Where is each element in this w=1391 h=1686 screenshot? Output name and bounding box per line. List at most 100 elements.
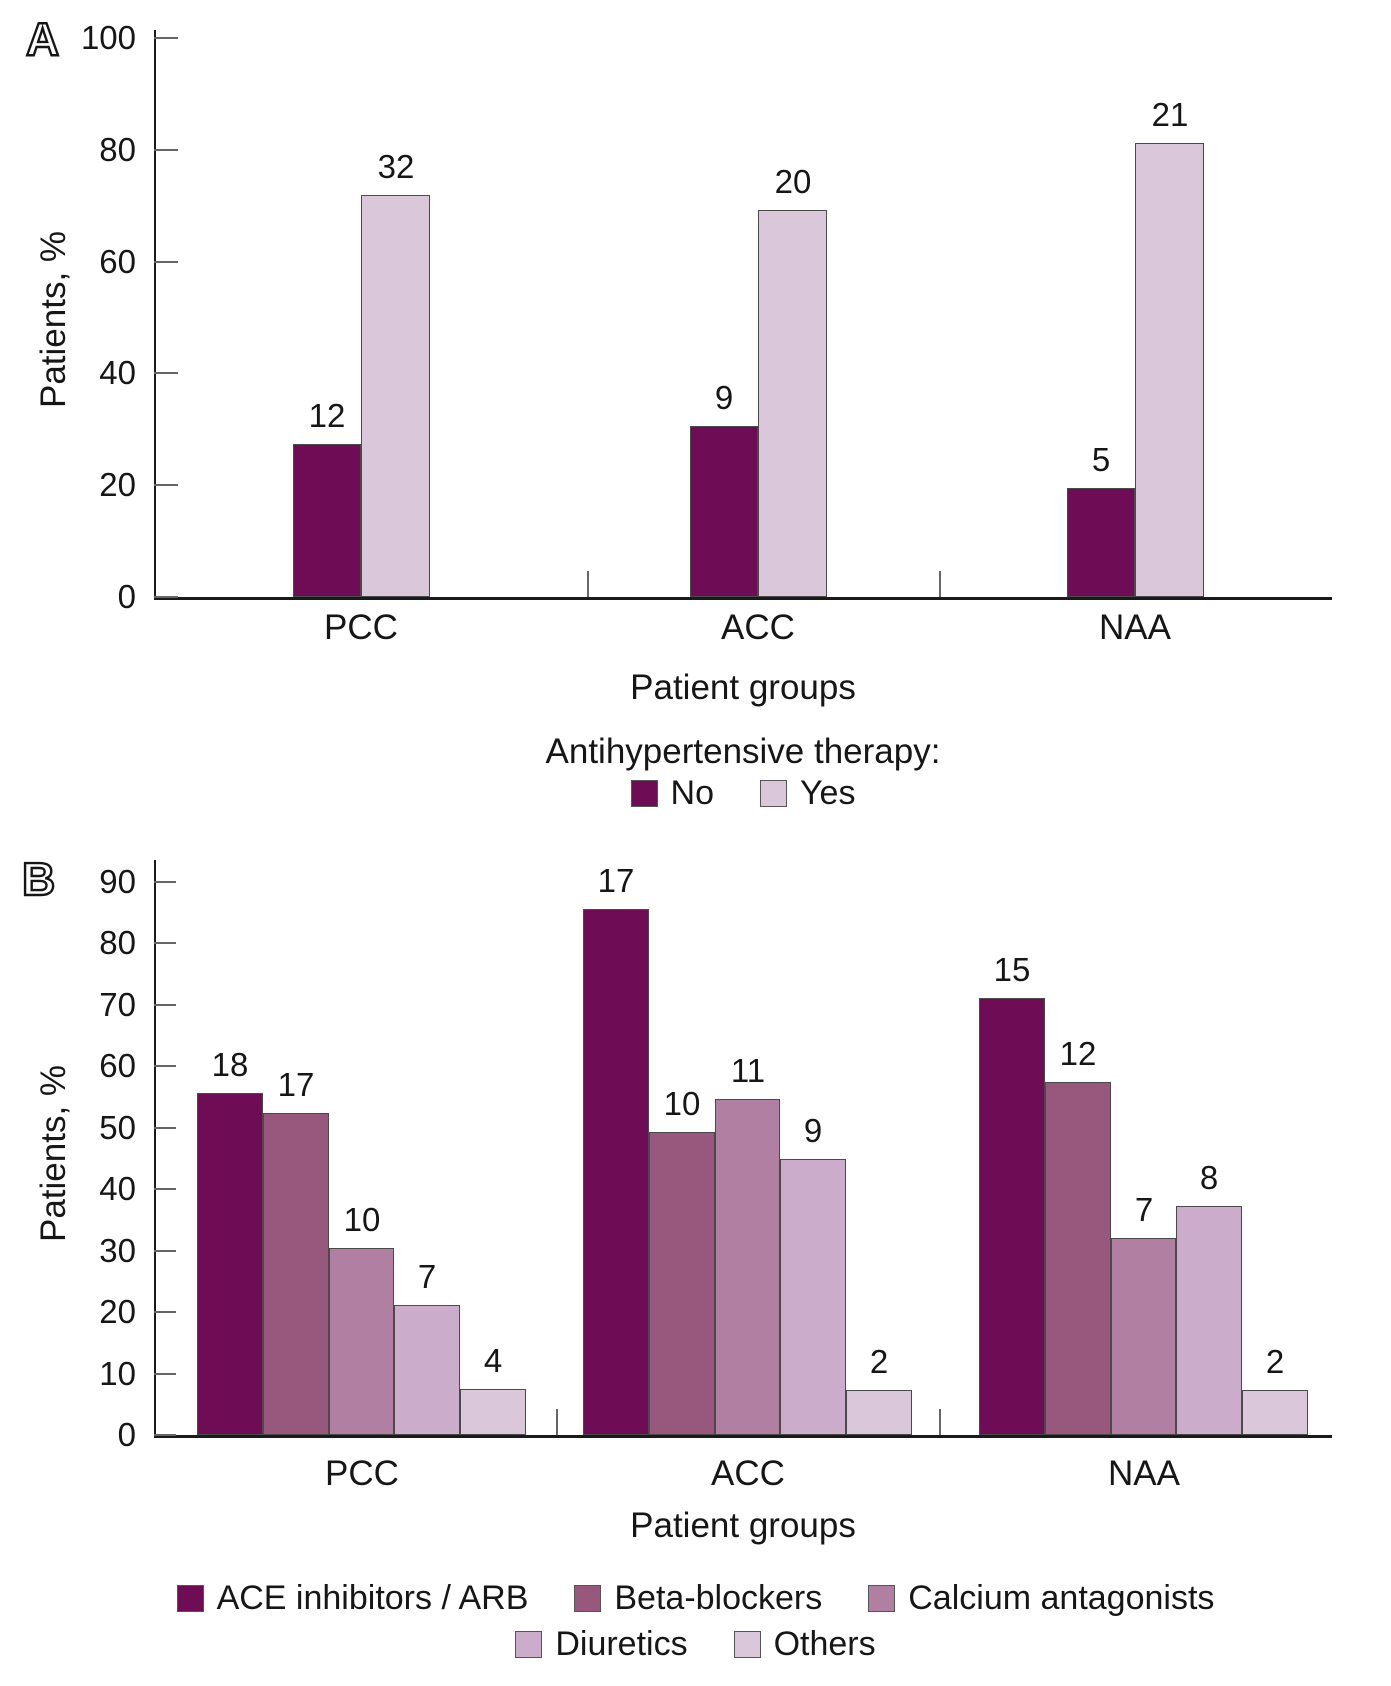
bar-value-label: 21 [1151, 96, 1189, 133]
y-tick [154, 596, 178, 598]
bar [649, 1132, 715, 1435]
legend-item: No [630, 774, 714, 812]
legend-item: Yes [760, 776, 855, 810]
bar [780, 1159, 846, 1435]
bar-value-label: 2 [1265, 1343, 1285, 1380]
legend-swatch [515, 1630, 543, 1658]
x-category-label: NAA [1108, 1454, 1180, 1493]
legend-label: Yes [800, 774, 856, 812]
bar [1111, 1238, 1176, 1435]
bar [394, 1305, 460, 1435]
bar-value-label: 2 [869, 1343, 889, 1380]
group-separator-tick [939, 571, 941, 597]
bar-value-label: 7 [1134, 1191, 1154, 1228]
panel-b-x-axis-title: Patient groups [630, 1506, 856, 1545]
bar [1176, 1206, 1242, 1435]
panel-b-legend-row-1: ACE inhibitors / ARB Beta-blockers Calcium… [0, 1581, 1391, 1615]
y-tick [154, 149, 178, 151]
bar [1045, 1082, 1111, 1435]
legend-label: No [670, 774, 714, 812]
y-tick [154, 942, 176, 944]
y-tick-label: 100 [80, 19, 136, 56]
x-category-label: ACC [721, 608, 795, 647]
x-category-label: NAA [1099, 608, 1171, 647]
legend-item: Others [733, 1625, 876, 1663]
y-tick [154, 881, 176, 883]
bar [293, 444, 361, 597]
legend-item: Calcium antagonists [868, 1581, 1214, 1615]
y-tick-label: 20 [99, 1293, 136, 1330]
y-tick [154, 1127, 176, 1129]
bar-value-label: 12 [308, 397, 346, 434]
y-tick [154, 1004, 176, 1006]
bar [1135, 143, 1204, 597]
panel-b-legend-row-2: Diuretics Others [0, 1627, 1391, 1661]
y-tick-label: 70 [99, 986, 136, 1023]
legend-item: Diuretics [515, 1625, 688, 1663]
bar [1067, 488, 1135, 597]
y-tick-label: 80 [99, 924, 136, 961]
y-tick-label: 40 [99, 354, 136, 391]
legend-swatch [868, 1584, 896, 1612]
x-axis-line [154, 1435, 1332, 1438]
group-separator-tick [939, 1409, 941, 1435]
y-tick-label: 0 [117, 578, 136, 615]
y-tick-label: 60 [99, 243, 136, 280]
y-tick-label: 60 [99, 1047, 136, 1084]
bar-value-label: 9 [803, 1112, 823, 1149]
y-axis-line [154, 30, 156, 597]
y-tick [154, 1065, 176, 1067]
bar-value-label: 9 [714, 379, 734, 416]
bar-value-label: 15 [993, 951, 1031, 988]
y-tick-label: 90 [99, 863, 136, 900]
legend-label: Calcium antagonists [908, 1579, 1215, 1617]
panel-a-legend: No Yes [154, 776, 1332, 810]
legend-label: Diuretics [555, 1625, 688, 1663]
bar [263, 1113, 329, 1435]
y-tick-label: 0 [117, 1416, 136, 1453]
group-separator-tick [587, 571, 589, 597]
bar-value-label: 7 [417, 1258, 437, 1295]
bar-value-label: 20 [774, 163, 812, 200]
bar [715, 1099, 780, 1435]
y-tick-label: 10 [99, 1355, 136, 1392]
y-tick [154, 484, 178, 486]
bar-value-label: 32 [377, 148, 415, 185]
legend-swatch [733, 1630, 761, 1658]
bar [583, 909, 649, 1435]
y-tick [154, 1373, 176, 1375]
bar [979, 998, 1045, 1435]
bar [846, 1390, 912, 1435]
panel-a-x-axis-title: Patient groups [630, 668, 856, 707]
y-tick-label: 40 [99, 1170, 136, 1207]
bar [758, 210, 827, 597]
legend-label: Others [773, 1625, 876, 1663]
bar [690, 426, 758, 597]
y-tick [154, 1311, 176, 1313]
bar [361, 195, 430, 597]
bar-value-label: 11 [730, 1052, 766, 1089]
panel-b-marker: B [21, 853, 57, 905]
x-category-label: ACC [711, 1454, 785, 1493]
y-tick [154, 1250, 176, 1252]
bar-value-label: 4 [483, 1342, 503, 1379]
bar-value-label: 10 [343, 1201, 381, 1238]
y-tick [154, 37, 178, 39]
bar [1242, 1390, 1308, 1435]
y-axis-line [154, 860, 156, 1435]
x-axis-line [154, 597, 1332, 600]
x-category-label: PCC [324, 608, 398, 647]
bar-value-label: 10 [663, 1085, 701, 1122]
bar-value-label: 5 [1091, 441, 1111, 478]
bar-value-label: 17 [597, 862, 635, 899]
x-category-label: PCC [325, 1454, 399, 1493]
group-separator-tick [556, 1409, 558, 1435]
panel-a-legend-title: Antihypertensive therapy: [545, 732, 941, 771]
legend-swatch [176, 1584, 204, 1612]
legend-swatch [760, 779, 787, 807]
legend-item: ACE inhibitors / ARB [176, 1579, 529, 1617]
legend-label: ACE inhibitors / ARB [216, 1579, 529, 1617]
bar-value-label: 12 [1059, 1035, 1097, 1072]
y-tick-label: 50 [99, 1109, 136, 1146]
